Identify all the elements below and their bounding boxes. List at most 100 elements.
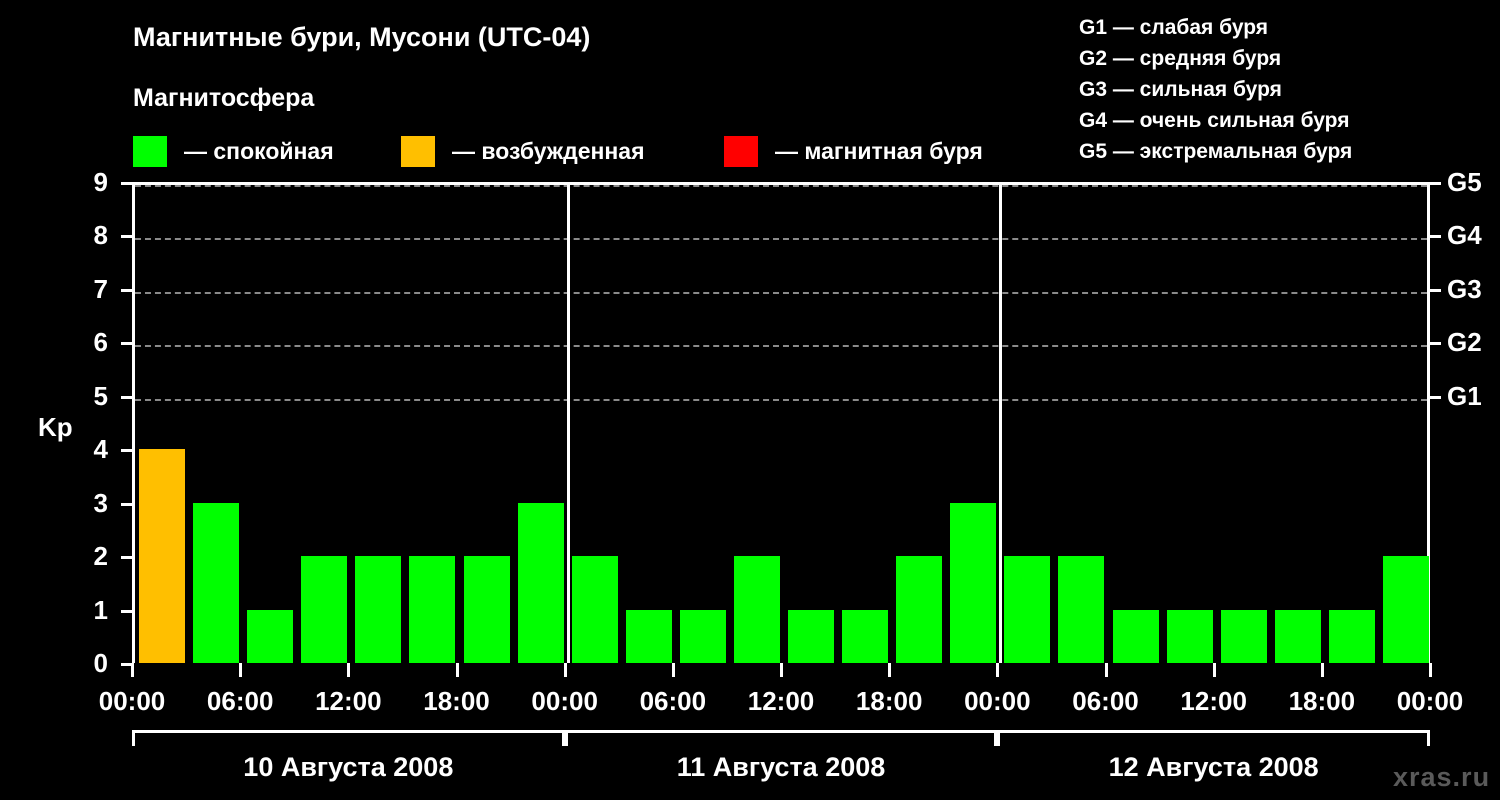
y-tick-mark-5 [121,395,132,399]
x-tick-mark-10 [1212,663,1216,677]
y-tick-label-7: 7 [93,273,108,304]
kp-bar[interactable] [1058,556,1105,663]
kp-bar[interactable] [355,556,402,663]
g-scale-row-1: G1 — слабая буря [1079,16,1269,39]
kp-bar[interactable] [1220,609,1267,663]
y-tick-mark-6 [121,342,132,346]
y-tick-label-9: 9 [93,167,108,197]
kp-bar[interactable] [463,556,510,663]
x-tick-label-6: 12:00 [747,686,815,716]
g-scale-row-5: G5 — экстремальная буря [1079,140,1353,163]
legend-label-2: — магнитная буря [775,137,983,164]
kp-bar[interactable] [1004,556,1051,663]
gridline-kp-7 [135,291,1427,294]
kp-bar[interactable] [193,502,240,663]
magnetosphere-legend: — спокойная — возбужденная — магнитная бур… [133,132,1053,172]
y-tick-label-8: 8 [93,220,108,251]
x-tick-mark-7 [888,663,892,677]
kp-bar[interactable] [1274,609,1321,663]
watermark: xras.ru [1393,762,1491,792]
y-tick-mark-0 [121,663,132,666]
y-tick-label-4: 4 [93,434,108,465]
legend-entry-2: — магнитная буря [724,132,983,170]
x-tick-label-7: 18:00 [855,686,923,716]
x-tick-label-3: 18:00 [423,686,490,716]
kp-bar[interactable] [842,609,889,663]
date-label-2: 12 Августа 2008 [1108,752,1319,782]
x-tick-label-9: 06:00 [1072,686,1139,716]
x-tick-label-0: 00:00 [98,686,166,716]
g-tick-mark-G1 [1430,395,1441,399]
kp-bar[interactable] [571,556,618,663]
x-tick-label-2: 12:00 [315,686,382,716]
magnetosphere-heading: Магнитосфера [133,84,315,112]
g-tick-label-G4: G4 [1447,220,1482,251]
y-tick-mark-8 [121,235,132,239]
gridline-kp-6 [135,345,1427,348]
y-tick-label-1: 1 [93,594,108,625]
legend-swatch-quiet [133,135,167,167]
kp-bar[interactable] [733,556,780,663]
date-bracket-0 [132,730,565,746]
x-tick-mark-6 [780,663,783,677]
kp-bar[interactable] [1166,609,1213,663]
legend-label-0: — спокойная [184,137,334,164]
g-tick-label-G3: G3 [1447,273,1482,304]
g-tick-label-G2: G2 [1447,327,1482,358]
gridline-kp-9 [135,185,1427,187]
x-tick-mark-9 [1104,663,1108,677]
bar-series-kp [135,185,1429,663]
y-tick-mark-9 [121,182,132,185]
kp-bar[interactable] [1112,609,1159,663]
x-tick-mark-8 [996,663,1000,677]
x-tick-label-5: 06:00 [639,686,707,716]
y-tick-mark-2 [121,556,132,560]
kp-bar[interactable] [788,609,835,663]
kp-bar[interactable] [625,609,672,663]
x-tick-mark-0 [131,663,134,677]
kp-bar[interactable] [247,609,294,663]
x-tick-label-12: 00:00 [1396,686,1464,716]
g-tick-label-G5: G5 [1447,167,1482,197]
y-tick-mark-1 [121,609,132,613]
kp-bar[interactable] [139,449,186,663]
kp-bar[interactable] [1328,609,1375,663]
x-tick-label-1: 06:00 [206,686,274,716]
g-tick-mark-G3 [1430,288,1441,292]
date-bracket-2 [997,730,1430,746]
x-tick-label-11: 18:00 [1288,686,1356,716]
y-tick-label-5: 5 [93,380,108,411]
g-tick-mark-G5 [1430,182,1441,185]
date-label-0: 10 Августа 2008 [243,752,454,782]
kp-bar[interactable] [301,556,348,663]
y-tick-mark-3 [121,502,132,506]
gridline-kp-8 [135,238,1427,241]
plot-area [132,182,1430,663]
kp-bar[interactable] [409,556,456,663]
kp-bar[interactable] [950,502,997,663]
date-bracket-1 [564,730,998,746]
g-tick-mark-G2 [1430,342,1441,346]
plot-inner [135,185,1429,663]
g-scale-row-4: G4 — очень сильная буря [1079,109,1350,132]
x-tick-mark-2 [347,663,351,677]
legend-swatch-unsettled [401,135,435,167]
kp-bar[interactable] [679,609,726,663]
g-tick-label-G1: G1 [1447,380,1482,411]
kp-bar[interactable] [517,502,564,663]
g-tick-mark-G4 [1430,235,1441,239]
x-tick-mark-5 [671,663,675,677]
y-tick-label-0: 0 [93,648,108,678]
legend-entry-1: — возбужденная [401,132,645,170]
legend-label-1: — возбужденная [452,137,645,164]
x-tick-mark-1 [239,663,243,677]
kp-bar[interactable] [896,556,943,663]
y-tick-mark-7 [121,288,132,292]
day-separator-1 [566,185,570,663]
x-tick-mark-12 [1429,663,1432,677]
x-tick-mark-3 [455,663,459,677]
x-tick-label-4: 00:00 [531,686,598,716]
kp-bar[interactable] [1382,556,1429,663]
y-tick-label-3: 3 [93,487,108,518]
gridline-kp-5 [135,398,1427,401]
